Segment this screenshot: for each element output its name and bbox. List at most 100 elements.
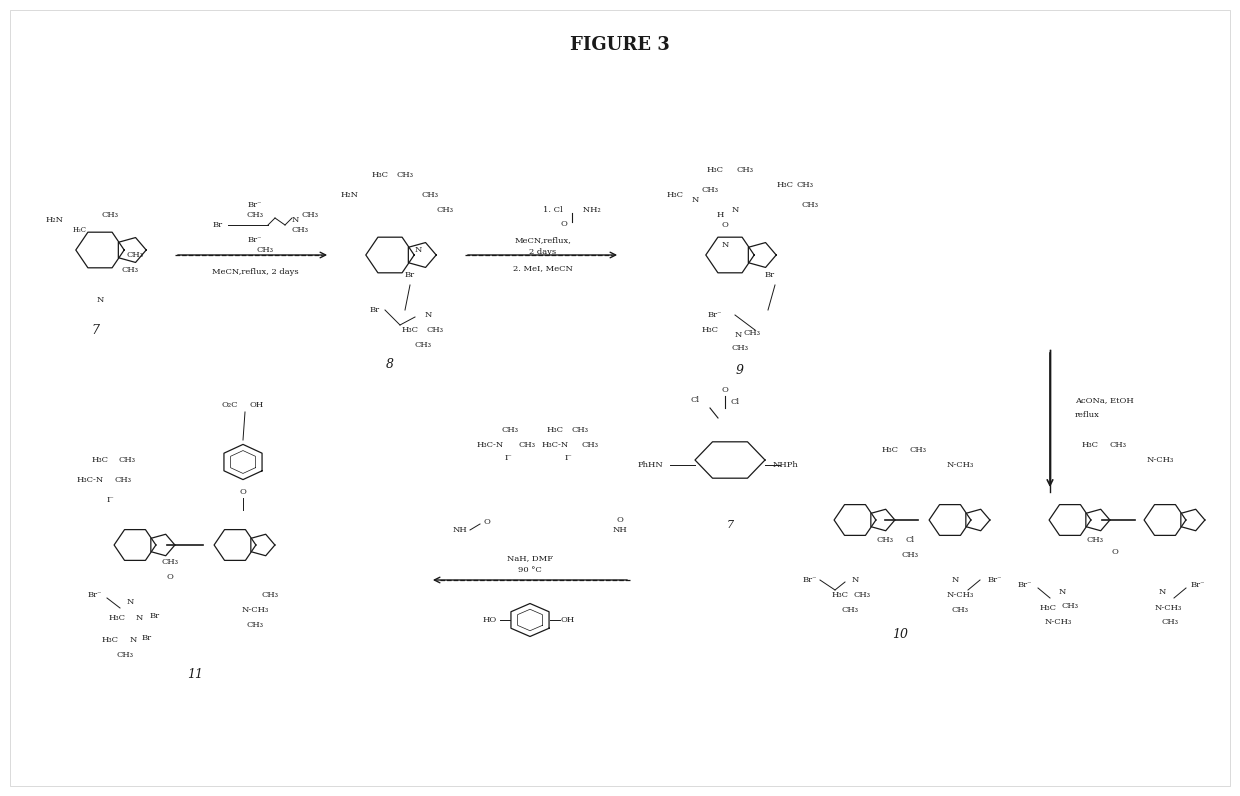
Text: MeCN,reflux,: MeCN,reflux,	[515, 236, 572, 244]
Text: CH₃: CH₃	[518, 441, 536, 449]
Text: Br: Br	[213, 221, 223, 229]
Text: H₃C: H₃C	[372, 171, 388, 179]
Text: H₃C: H₃C	[92, 456, 109, 464]
Text: N-CH₃: N-CH₃	[1154, 604, 1182, 612]
Text: I⁻: I⁻	[564, 454, 572, 462]
Text: H₃C-N: H₃C-N	[542, 441, 569, 449]
Text: CH₃: CH₃	[901, 551, 919, 559]
Text: N-CH₃: N-CH₃	[946, 591, 973, 599]
Text: Cl: Cl	[730, 398, 739, 406]
Text: FIGURE 3: FIGURE 3	[570, 36, 670, 54]
Text: CH₃: CH₃	[122, 266, 139, 274]
Text: CH₃: CH₃	[842, 606, 858, 614]
Text: CH₃: CH₃	[436, 206, 454, 214]
Text: 2. MeI, MeCN: 2. MeI, MeCN	[513, 264, 573, 272]
Text: H₃C: H₃C	[832, 591, 848, 599]
Text: Br⁻: Br⁻	[88, 591, 102, 599]
Text: CH₃: CH₃	[161, 558, 179, 566]
Text: H₂N: H₂N	[341, 191, 360, 199]
Text: N: N	[291, 216, 299, 224]
Text: CH₃: CH₃	[119, 456, 135, 464]
Text: N: N	[424, 311, 432, 319]
Text: N: N	[1158, 588, 1166, 596]
Text: PhHN: PhHN	[637, 461, 663, 469]
Text: NH: NH	[453, 526, 467, 534]
Text: N: N	[692, 196, 698, 204]
Text: CH₃: CH₃	[732, 344, 749, 352]
Text: NH: NH	[613, 526, 627, 534]
Text: O: O	[616, 516, 624, 524]
Text: 7: 7	[727, 520, 734, 530]
Text: CH₃: CH₃	[262, 591, 279, 599]
Text: H₃C: H₃C	[109, 614, 125, 622]
Text: NH₂: NH₂	[567, 206, 600, 214]
Text: N-CH₃: N-CH₃	[946, 461, 973, 469]
Text: H₃C: H₃C	[776, 181, 794, 189]
Text: 10: 10	[892, 629, 908, 642]
Text: H₂C: H₂C	[73, 226, 87, 234]
Text: Br: Br	[765, 271, 775, 279]
Text: CH₃: CH₃	[247, 621, 263, 629]
Text: Br: Br	[150, 612, 160, 620]
Text: Br⁻: Br⁻	[248, 201, 262, 209]
Text: N-CH₃: N-CH₃	[1146, 456, 1173, 464]
Text: Br⁻: Br⁻	[1018, 581, 1032, 589]
Text: H₃C: H₃C	[882, 446, 899, 454]
Text: O: O	[722, 386, 728, 394]
Text: CH₃: CH₃	[796, 181, 813, 189]
Text: O: O	[484, 518, 491, 526]
Text: CH₃: CH₃	[744, 329, 760, 337]
Text: H₃C: H₃C	[102, 636, 119, 644]
Text: OH: OH	[560, 616, 575, 624]
Text: Br: Br	[370, 306, 381, 314]
Text: CH₃: CH₃	[397, 171, 413, 179]
Text: CH₃: CH₃	[1061, 602, 1079, 610]
Text: Cl: Cl	[691, 396, 699, 404]
Text: reflux: reflux	[1075, 411, 1100, 419]
Text: CH₃: CH₃	[801, 201, 818, 209]
Text: N: N	[126, 598, 134, 606]
Text: H: H	[717, 211, 724, 219]
Text: CH₃: CH₃	[1086, 536, 1104, 544]
Text: CH₃: CH₃	[877, 536, 894, 544]
Text: CH₃: CH₃	[114, 476, 131, 484]
Text: 90 °C: 90 °C	[518, 566, 542, 574]
Text: I⁻: I⁻	[107, 496, 114, 504]
Text: O₂C: O₂C	[222, 401, 238, 409]
Text: CH₃: CH₃	[737, 166, 754, 174]
Text: N: N	[1058, 588, 1065, 596]
Text: AcONa, EtOH: AcONa, EtOH	[1075, 396, 1133, 404]
Text: Br⁻: Br⁻	[708, 311, 722, 319]
Text: CH₃: CH₃	[291, 226, 309, 234]
Text: CH₃: CH₃	[257, 246, 274, 254]
Text: Br⁻: Br⁻	[1190, 581, 1205, 589]
Text: H₃C: H₃C	[702, 326, 718, 334]
Text: CH₃: CH₃	[501, 426, 518, 434]
Text: O: O	[1111, 548, 1118, 556]
Text: CH₃: CH₃	[951, 606, 968, 614]
Text: CH₃: CH₃	[1110, 441, 1126, 449]
Text: H₃C: H₃C	[402, 326, 419, 334]
Text: CH₃: CH₃	[427, 326, 444, 334]
Text: Br: Br	[405, 271, 415, 279]
Text: 7: 7	[91, 323, 99, 337]
Text: H₃C-N: H₃C-N	[476, 441, 503, 449]
Text: N: N	[135, 614, 143, 622]
Text: N: N	[951, 576, 959, 584]
Text: H₃C: H₃C	[707, 166, 723, 174]
Text: H₃C: H₃C	[547, 426, 563, 434]
Text: O: O	[722, 221, 728, 229]
Text: O: O	[166, 573, 174, 581]
Text: N-CH₃: N-CH₃	[242, 606, 269, 614]
Text: 11: 11	[187, 669, 203, 681]
Text: Cl: Cl	[905, 536, 915, 544]
Text: I⁻: I⁻	[505, 454, 512, 462]
Text: N: N	[732, 206, 739, 214]
Text: H₃C: H₃C	[667, 191, 683, 199]
Text: CH₃: CH₃	[572, 426, 589, 434]
Text: H₃C-N: H₃C-N	[77, 476, 104, 484]
Text: CH₃: CH₃	[582, 441, 599, 449]
Text: CH₃: CH₃	[1162, 618, 1178, 626]
Text: 2 days: 2 days	[529, 248, 557, 256]
Text: CH₃: CH₃	[853, 591, 870, 599]
